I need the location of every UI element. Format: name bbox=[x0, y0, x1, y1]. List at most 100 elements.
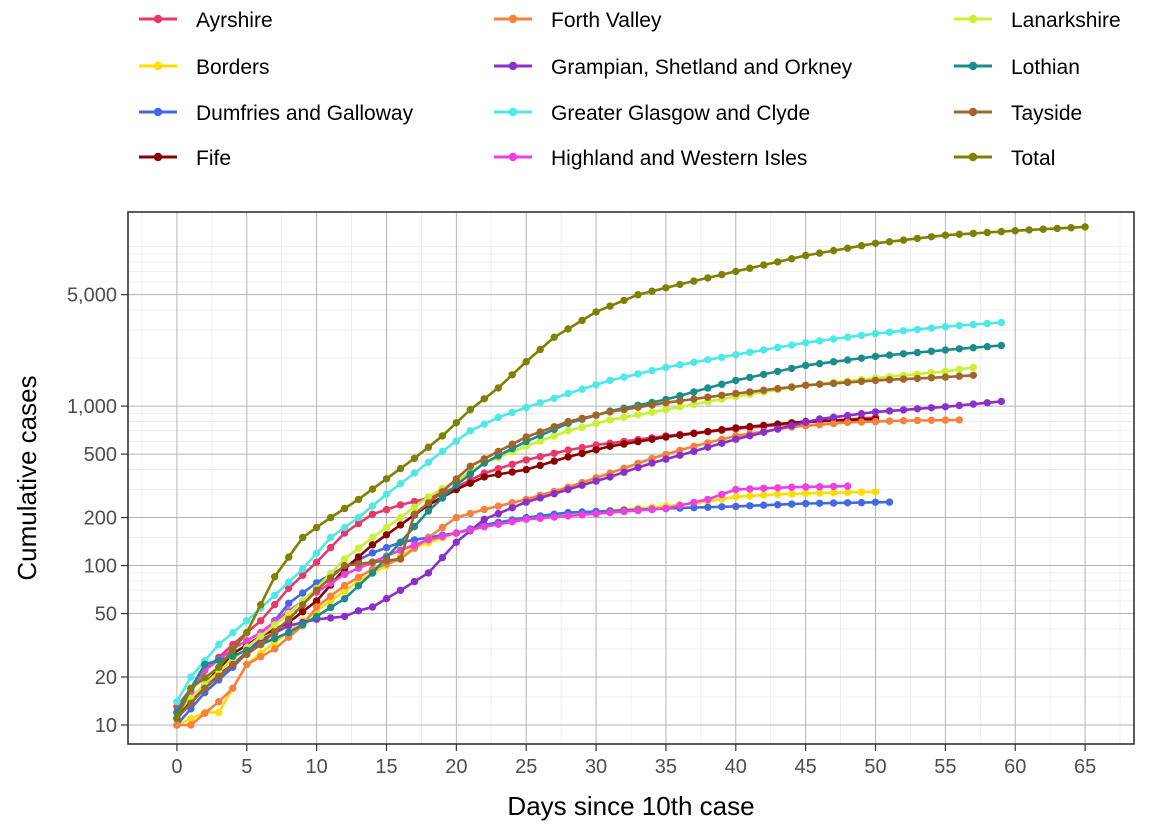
grid-minor bbox=[128, 212, 1134, 744]
data-point bbox=[285, 578, 293, 586]
legend-item: Greater Glasgow and Clyde bbox=[494, 102, 810, 125]
data-point bbox=[215, 663, 223, 671]
data-point bbox=[732, 485, 740, 494]
data-point bbox=[885, 407, 894, 415]
data-point bbox=[424, 536, 433, 544]
data-point bbox=[788, 490, 796, 498]
data-point bbox=[382, 475, 391, 483]
data-point bbox=[271, 591, 279, 600]
data-point bbox=[690, 498, 698, 507]
data-point bbox=[522, 465, 530, 474]
data-point bbox=[829, 358, 838, 366]
legend-label: Lanarkshire bbox=[1011, 9, 1121, 32]
data-point bbox=[718, 391, 726, 399]
data-point bbox=[299, 601, 307, 609]
data-point bbox=[508, 408, 516, 417]
data-point bbox=[927, 416, 936, 424]
data-point bbox=[215, 708, 223, 717]
data-point bbox=[438, 523, 447, 532]
data-point bbox=[606, 416, 614, 424]
data-point bbox=[271, 628, 279, 636]
data-point bbox=[382, 594, 391, 603]
data-point bbox=[983, 342, 991, 351]
data-point bbox=[815, 489, 824, 497]
data-point bbox=[354, 560, 363, 568]
legend-item: Borders bbox=[139, 56, 270, 79]
data-point bbox=[410, 454, 419, 463]
data-point bbox=[522, 515, 530, 523]
x-tick-label: 15 bbox=[375, 756, 397, 778]
data-point bbox=[648, 287, 656, 295]
legend-item: Dumfries and Galloway bbox=[139, 102, 414, 125]
data-point bbox=[564, 427, 572, 435]
data-point bbox=[340, 570, 349, 579]
data-point bbox=[941, 367, 950, 376]
data-point bbox=[648, 401, 656, 409]
data-point bbox=[187, 715, 195, 723]
data-point bbox=[410, 497, 419, 506]
data-point bbox=[354, 495, 363, 504]
data-point bbox=[564, 453, 572, 461]
data-point bbox=[732, 267, 740, 276]
data-point bbox=[299, 565, 307, 573]
data-point bbox=[829, 379, 838, 388]
data-point bbox=[648, 366, 656, 375]
data-point bbox=[285, 628, 293, 637]
data-point bbox=[592, 411, 600, 419]
data-point bbox=[788, 341, 796, 349]
legend-key-point bbox=[968, 61, 978, 71]
data-point bbox=[368, 549, 377, 557]
data-point bbox=[620, 413, 628, 421]
y-tick-label: 1,000 bbox=[67, 396, 117, 418]
x-tick-label: 40 bbox=[725, 756, 747, 778]
data-point bbox=[257, 601, 265, 609]
data-point bbox=[843, 482, 852, 490]
data-point bbox=[243, 637, 251, 645]
data-point bbox=[229, 684, 237, 692]
data-point bbox=[466, 462, 474, 470]
data-point bbox=[494, 413, 502, 422]
data-point bbox=[368, 558, 377, 566]
data-point bbox=[396, 521, 405, 529]
data-point bbox=[340, 581, 349, 590]
data-point bbox=[815, 499, 824, 507]
data-point bbox=[676, 280, 684, 289]
data-point bbox=[746, 492, 754, 500]
data-point bbox=[690, 277, 698, 285]
legend-label: Borders bbox=[196, 56, 270, 79]
data-point bbox=[354, 582, 363, 590]
data-point bbox=[997, 227, 1005, 236]
data-point bbox=[201, 660, 209, 669]
legend-label: Dumfries and Galloway bbox=[196, 102, 414, 125]
data-point bbox=[606, 302, 614, 310]
data-point bbox=[634, 506, 642, 515]
data-point bbox=[788, 364, 796, 373]
data-point bbox=[285, 621, 293, 630]
data-point bbox=[885, 328, 894, 336]
data-point bbox=[536, 437, 544, 445]
data-point bbox=[843, 488, 852, 497]
data-point bbox=[760, 261, 768, 269]
y-tick-label: 500 bbox=[84, 444, 117, 466]
data-point bbox=[564, 417, 572, 426]
data-point bbox=[243, 650, 251, 659]
data-point bbox=[620, 507, 628, 516]
data-point bbox=[648, 435, 656, 443]
data-point bbox=[480, 523, 488, 531]
data-point bbox=[312, 558, 321, 566]
data-point bbox=[312, 523, 321, 532]
data-point bbox=[704, 274, 712, 282]
legend-label: Ayrshire bbox=[196, 9, 273, 32]
x-axis-ticks: 0 5 10 15 20 25 30 35 40 45 50 55 60 65 bbox=[171, 744, 1096, 778]
data-point bbox=[690, 429, 698, 438]
data-point bbox=[620, 468, 628, 476]
data-point bbox=[578, 385, 586, 393]
y-tick-label: 100 bbox=[84, 556, 117, 578]
data-point bbox=[620, 405, 628, 414]
data-point bbox=[326, 614, 335, 622]
data-point bbox=[815, 249, 824, 257]
plot-border bbox=[127, 211, 1135, 745]
data-point bbox=[1011, 227, 1019, 235]
data-point bbox=[578, 443, 586, 452]
data-point bbox=[941, 403, 950, 411]
